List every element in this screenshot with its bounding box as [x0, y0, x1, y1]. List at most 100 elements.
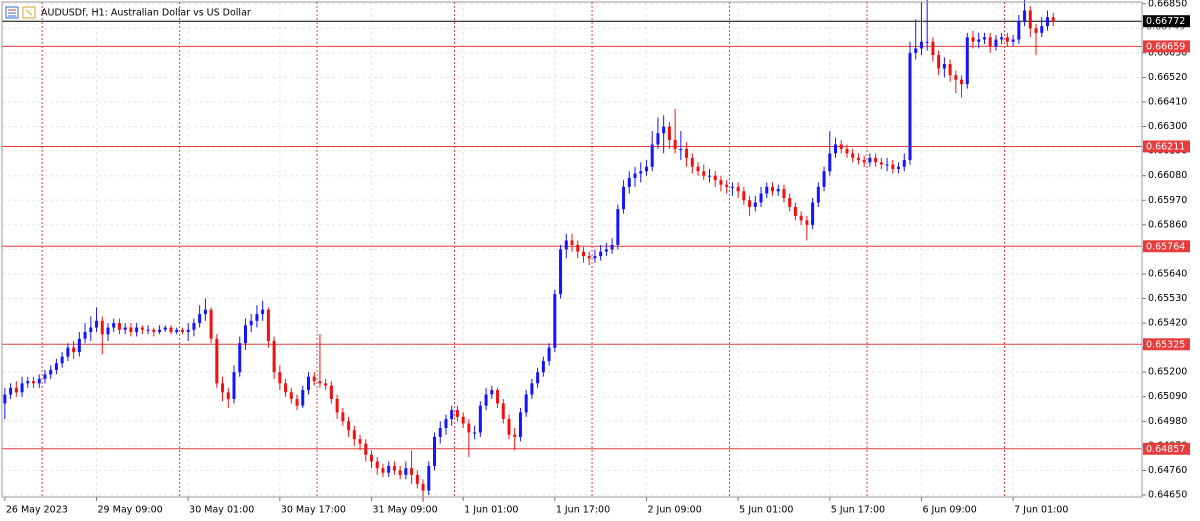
- y-tick-label: 0.66300: [1148, 121, 1187, 132]
- candle-body: [180, 329, 184, 332]
- candle-body: [404, 468, 408, 475]
- candle-body: [793, 206, 797, 216]
- candle-body: [473, 432, 477, 434]
- candle-body: [639, 171, 643, 174]
- candle-body: [243, 325, 247, 344]
- candle-body: [364, 443, 368, 455]
- candle-body: [66, 347, 70, 357]
- y-tick-label: 0.66080: [1148, 170, 1187, 181]
- y-tick-label: 0.65420: [1148, 318, 1187, 329]
- candle-body: [564, 240, 568, 250]
- chart-title: AUDUSDf, H1: Australian Dollar vs US Dol…: [41, 8, 251, 19]
- level-box: [1143, 240, 1190, 253]
- candle-body: [433, 436, 437, 466]
- price-box: [1143, 15, 1190, 28]
- candle-body: [9, 387, 13, 395]
- candle-body: [690, 157, 694, 167]
- candle-body: [106, 327, 110, 335]
- symbol-icon: [5, 6, 36, 19]
- candle-body: [32, 381, 36, 384]
- candle-body: [581, 251, 585, 257]
- x-tick-label: 1 Jun 17:00: [556, 505, 610, 516]
- candle-body: [805, 220, 809, 225]
- x-tick-label: 5 Jun 01:00: [739, 505, 793, 516]
- candle-body: [988, 37, 992, 47]
- candle-body: [266, 309, 270, 341]
- candle-body: [192, 323, 196, 330]
- candle-body: [713, 175, 717, 181]
- y-tick-label: 0.65200: [1148, 367, 1187, 378]
- y-tick-label: 0.65640: [1148, 268, 1187, 279]
- candle-body: [748, 200, 752, 207]
- candle-body: [1045, 17, 1049, 27]
- candle-body: [662, 126, 666, 134]
- candle-body: [862, 160, 866, 163]
- candle-body: [868, 157, 872, 163]
- candle-body: [37, 378, 41, 384]
- candle-body: [198, 314, 202, 324]
- candle-body: [851, 153, 855, 158]
- candle-body: [719, 180, 723, 185]
- y-tick-label: 0.66850: [1148, 0, 1187, 9]
- level-box: [1143, 338, 1190, 351]
- candle-body: [158, 329, 162, 332]
- candle-body: [415, 474, 419, 484]
- candle-body: [874, 157, 878, 163]
- candle-body: [140, 327, 144, 330]
- candle-body: [278, 372, 282, 384]
- level-box: [1143, 140, 1190, 153]
- candle-body: [152, 329, 156, 332]
- candle-body: [834, 144, 838, 154]
- candle-body: [318, 381, 322, 384]
- candle-body: [908, 52, 912, 161]
- level-box: [1143, 442, 1190, 455]
- candle-body: [203, 309, 207, 315]
- candle-body: [604, 249, 608, 252]
- candle-body: [438, 428, 442, 437]
- candle-body: [822, 171, 826, 187]
- candle-body: [49, 369, 53, 375]
- candle-body: [490, 390, 494, 395]
- candle-body: [897, 166, 901, 170]
- candle-body: [89, 327, 93, 332]
- candle-body: [478, 405, 482, 433]
- candle-body: [232, 372, 236, 399]
- candle-body: [667, 126, 671, 140]
- candle-body: [742, 191, 746, 201]
- candle-body: [255, 314, 259, 321]
- candle-body: [513, 434, 517, 437]
- candle-body: [95, 320, 99, 328]
- candle-body: [387, 465, 391, 473]
- candle-body: [301, 390, 305, 406]
- candle-body: [633, 173, 637, 178]
- candle-body: [960, 79, 964, 85]
- candle-body: [977, 39, 981, 42]
- candle-body: [20, 383, 24, 393]
- candle-body: [971, 37, 975, 42]
- candle-body: [186, 329, 190, 332]
- candle-body: [421, 483, 425, 491]
- candle-body: [644, 166, 648, 172]
- candle-body: [43, 374, 47, 379]
- candle-body: [450, 410, 454, 420]
- candle-body: [702, 171, 706, 176]
- candle-body: [261, 309, 265, 315]
- candle-body: [937, 55, 941, 69]
- candle-body: [593, 256, 597, 259]
- y-tick-label: 0.64760: [1148, 465, 1187, 476]
- candle-body: [656, 133, 660, 145]
- candle-body: [221, 383, 225, 393]
- candle-body: [650, 144, 654, 167]
- candle-body: [587, 256, 591, 259]
- candle-body: [1000, 37, 1004, 40]
- x-tick-label: 2 Jun 09:00: [647, 505, 701, 516]
- candle-body: [123, 327, 127, 330]
- candle-body: [891, 164, 895, 170]
- candle-body: [553, 294, 557, 348]
- candle-body: [83, 332, 87, 339]
- candle-body: [1005, 37, 1009, 42]
- candle-body: [536, 372, 540, 384]
- candle-body: [673, 139, 677, 149]
- candle-body: [54, 363, 58, 370]
- candle-body: [879, 162, 883, 165]
